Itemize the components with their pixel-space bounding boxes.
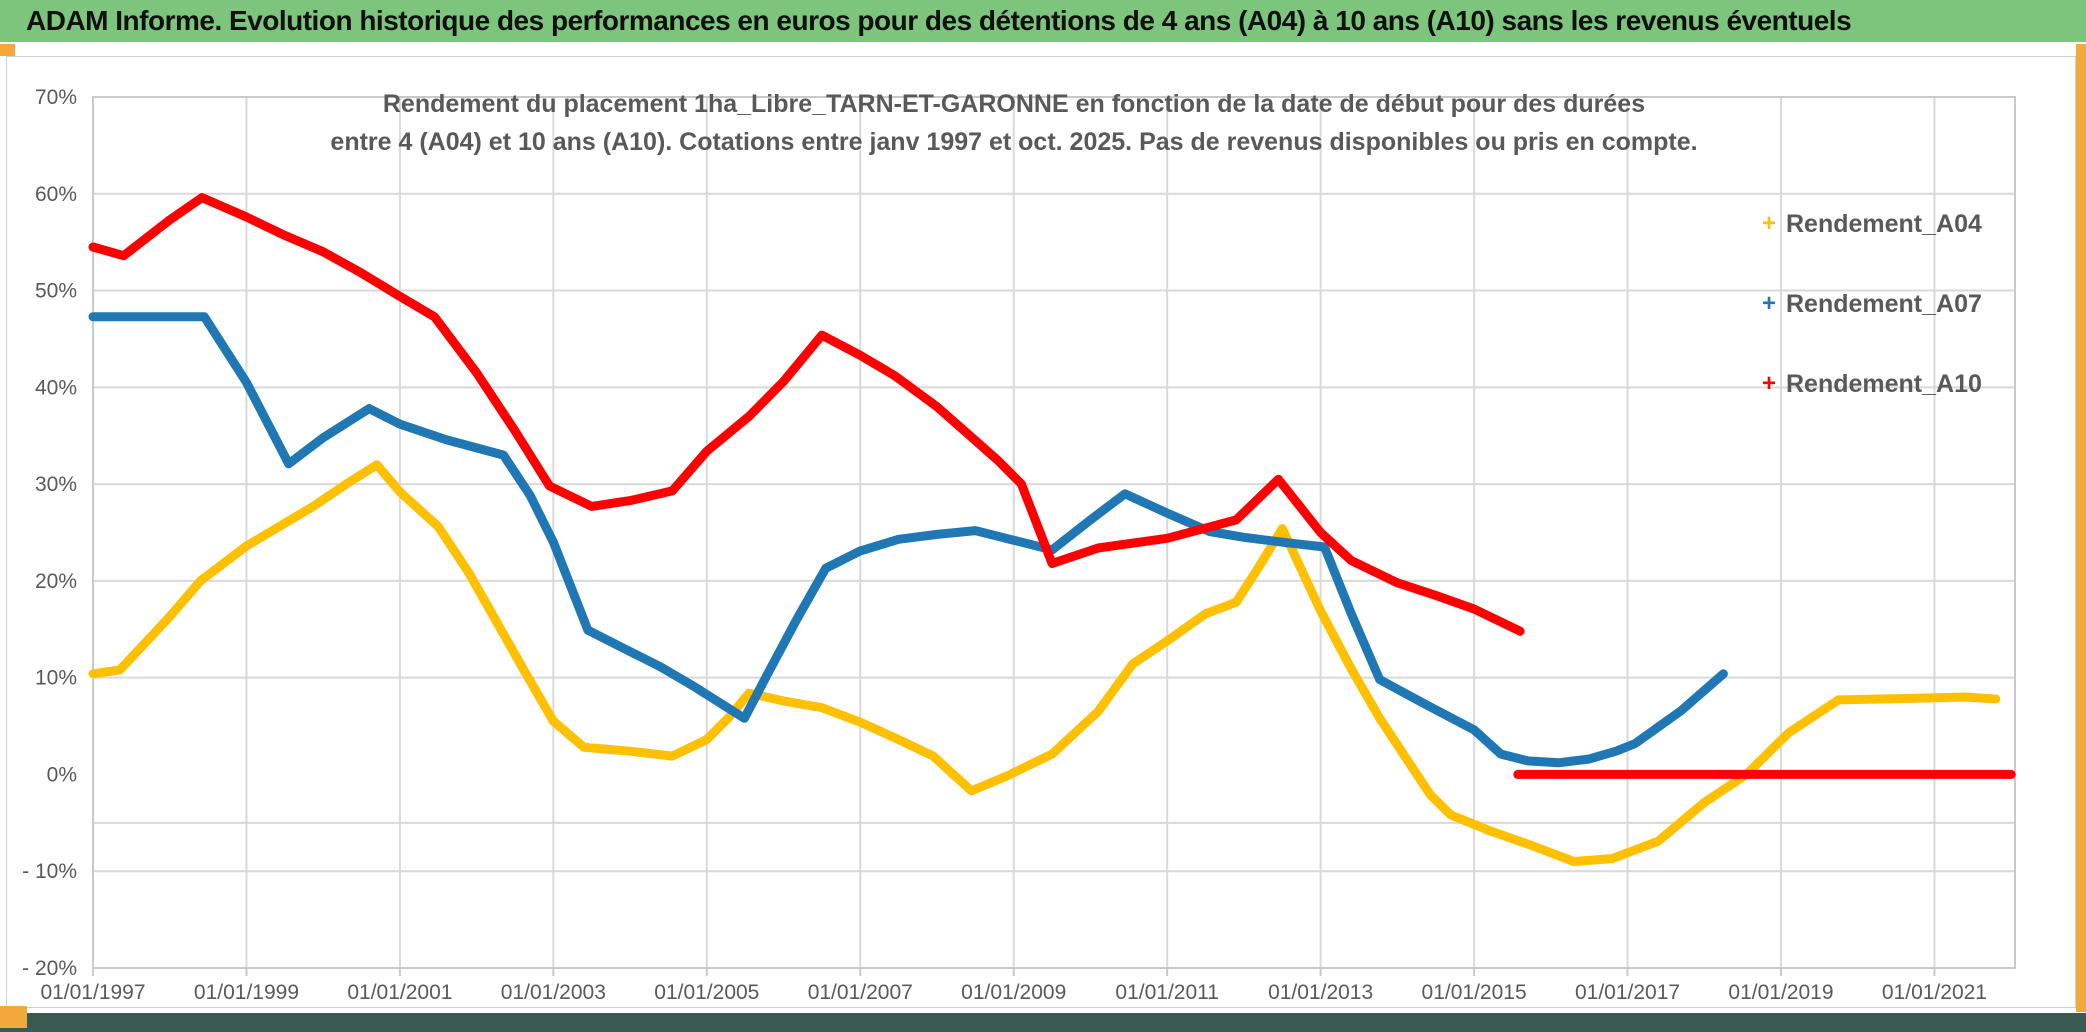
- y-axis-label: 40%: [35, 376, 77, 399]
- x-axis-label: 01/01/2011: [1115, 981, 1219, 1004]
- x-axis-label: 01/01/2009: [961, 981, 1066, 1004]
- accent-strip-right: [2076, 44, 2086, 1012]
- series-line-rendement_a04: [88, 460, 2001, 866]
- legend-label-rendement_a10: Rendement_A10: [1786, 370, 1982, 398]
- x-axis-label: 01/01/2019: [1728, 981, 1833, 1004]
- x-axis-label: 01/01/2007: [808, 981, 913, 1004]
- x-axis-label: 01/01/1999: [194, 981, 299, 1004]
- window-title: ADAM Informe. Evolution historique des p…: [26, 5, 1852, 36]
- y-axis-label: 10%: [35, 667, 77, 690]
- series-line-rendement_a10: [88, 193, 1525, 636]
- legend-label-rendement_a04: Rendement_A04: [1786, 210, 1982, 238]
- legend-label-rendement_a07: Rendement_A07: [1786, 290, 1982, 318]
- accent-square-bottom-left-icon: [0, 1006, 27, 1028]
- y-axis-label: 50%: [35, 280, 77, 303]
- chart-title-line1: Rendement du placement 1ha_Libre_TARN-ET…: [383, 90, 1645, 118]
- series-line-rendement_a07: [88, 312, 1728, 768]
- y-axis-label: 70%: [35, 86, 77, 109]
- y-axis-label: - 10%: [22, 860, 77, 883]
- chart-title-line2: entre 4 (A04) et 10 ans (A10). Cotations…: [330, 128, 1697, 156]
- x-axis-label: 01/01/2015: [1422, 981, 1527, 1004]
- bottom-bar: [0, 1013, 2086, 1032]
- x-axis-label: 01/01/2001: [347, 981, 452, 1004]
- y-axis-label: 0%: [47, 763, 77, 786]
- x-axis-label: 01/01/1997: [40, 981, 145, 1004]
- x-axis-label: 01/01/2021: [1882, 981, 1987, 1004]
- y-axis-label: - 20%: [22, 957, 77, 980]
- x-axis-label: 01/01/2013: [1268, 981, 1373, 1004]
- y-axis-label: 60%: [35, 183, 77, 206]
- accent-square-top-left-icon: [0, 44, 15, 56]
- x-axis-label: 01/01/2003: [501, 981, 606, 1004]
- legend-marker-icon: +: [1762, 210, 1776, 237]
- plot-border: [92, 96, 2016, 969]
- title-bar: ADAM Informe. Evolution historique des p…: [0, 0, 2086, 42]
- y-axis-label: 20%: [35, 570, 77, 593]
- legend-marker-icon: +: [1762, 290, 1776, 317]
- y-axis-label: 30%: [35, 473, 77, 496]
- legend-marker-icon: +: [1762, 370, 1776, 397]
- x-axis-label: 01/01/2017: [1575, 981, 1680, 1004]
- x-axis-label: 01/01/2005: [654, 981, 759, 1004]
